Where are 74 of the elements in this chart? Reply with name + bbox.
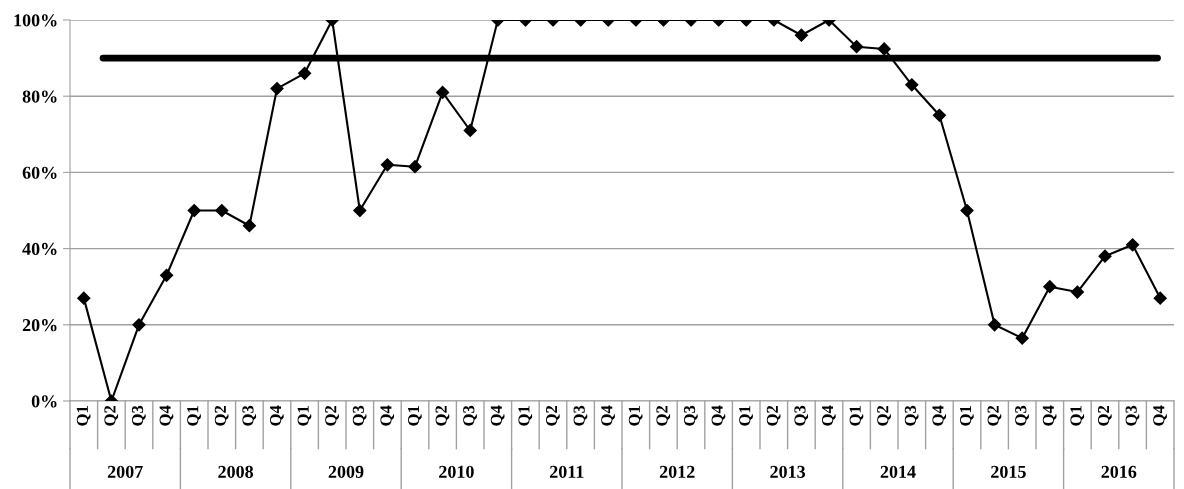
- text: 2009: [328, 465, 364, 478]
- x-tick-label: Q2: [325, 405, 339, 426]
- x-tick-label: Q2: [214, 405, 229, 426]
- x-tick-label: Q2: [1097, 405, 1112, 426]
- x-tick-label: Q2: [987, 405, 1002, 426]
- x-tick-label: Q3: [794, 405, 809, 426]
- x-tick-label: Q1: [407, 406, 422, 426]
- x-tick-label: Q1: [76, 406, 91, 426]
- y-tick-label: 20%: [22, 319, 57, 332]
- point: [215, 203, 229, 218]
- point: [463, 123, 477, 138]
- x-tick-label: Q3: [904, 405, 919, 426]
- x-tick-label: Q3: [1125, 405, 1140, 426]
- x-tick-label: Q4: [932, 405, 947, 426]
- point: [1126, 238, 1140, 252]
- x-tick-label: Q4: [269, 405, 284, 426]
- x-tick-label: Q4: [601, 405, 615, 426]
- point: [1070, 285, 1084, 299]
- text: 2015: [991, 465, 1026, 478]
- point: [1015, 331, 1029, 345]
- x-tick-label: Q3: [352, 405, 367, 426]
- point: [132, 318, 146, 332]
- text: 2008: [218, 465, 254, 478]
- y-tick-label: 40%: [22, 242, 57, 256]
- x-tick-label: Q4: [1042, 405, 1057, 426]
- x-tick-label: Q4: [821, 405, 836, 426]
- point: [187, 203, 201, 218]
- text: 2012: [659, 465, 695, 478]
- x-tick-label: Q2: [877, 405, 891, 426]
- point: [408, 160, 422, 174]
- y-tick-label: 80%: [22, 90, 57, 103]
- text: 2010: [439, 465, 474, 478]
- y-tick-label: 60%: [22, 166, 57, 179]
- point: [160, 268, 174, 282]
- text: 2014: [880, 465, 916, 478]
- y-tick-label: 100%: [14, 14, 57, 27]
- x-tick-label: Q1: [187, 406, 201, 426]
- x-tick-label: Q1: [628, 406, 643, 426]
- x-tick-label: Q3: [131, 405, 146, 426]
- x-tick-label: Q3: [463, 405, 477, 426]
- x-tick-label: Q3: [242, 405, 257, 426]
- x-tick-label: Q1: [518, 406, 533, 426]
- y-tick-label: 0%: [31, 395, 57, 408]
- point: [380, 158, 394, 172]
- point: [988, 318, 1002, 332]
- x-tick-label: Q3: [573, 405, 588, 426]
- text: 2016: [1101, 465, 1137, 478]
- x-tick-label: Q2: [766, 405, 781, 426]
- x-tick-label: Q1: [297, 406, 312, 426]
- point: [1043, 280, 1057, 294]
- x-tick-label: Q1: [959, 406, 974, 426]
- x-tick-label: Q2: [656, 405, 671, 426]
- point: [960, 203, 974, 218]
- text: 2007: [107, 465, 143, 478]
- x-tick-label: Q1: [849, 406, 864, 426]
- x-tick-label: Q4: [159, 405, 174, 426]
- text: 2011: [550, 465, 584, 478]
- point: [353, 203, 367, 218]
- x-tick-label: Q1: [1070, 406, 1085, 426]
- x-tick-label: Q4: [380, 405, 395, 426]
- point: [1153, 291, 1167, 305]
- x-tick-label: Q4: [490, 405, 505, 426]
- x-tick-label: Q2: [104, 405, 119, 426]
- x-tick-label: Q2: [545, 405, 560, 426]
- x-tick-label: Q3: [1015, 405, 1029, 426]
- x-tick-label: Q1: [739, 406, 753, 426]
- point: [1098, 249, 1112, 263]
- x-tick-label: Q4: [711, 405, 726, 426]
- x-tick-label: Q2: [435, 405, 450, 426]
- text: 2013: [770, 465, 806, 478]
- point: [242, 219, 256, 233]
- point: [77, 291, 91, 305]
- x-tick-label: Q3: [683, 405, 698, 426]
- x-tick-label: Q4: [1153, 405, 1167, 426]
